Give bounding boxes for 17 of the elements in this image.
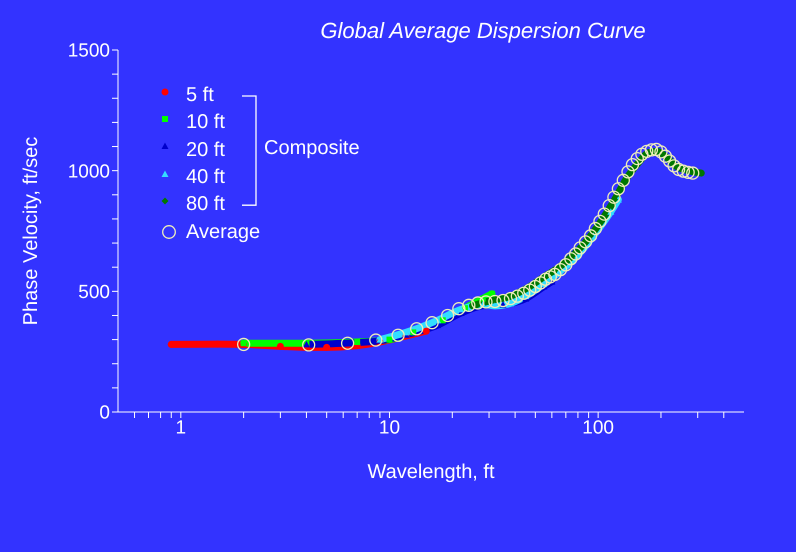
y-tick-label: 500 bbox=[78, 282, 110, 304]
x-tick-label: 10 bbox=[378, 417, 400, 438]
legend-label: 10 ft bbox=[186, 111, 225, 134]
chart-title: Global Average Dispersion Curve bbox=[320, 18, 646, 43]
x-tick-label: 100 bbox=[582, 417, 614, 438]
y-tick-label: 0 bbox=[99, 402, 110, 424]
y-tick-label: 1500 bbox=[68, 40, 110, 62]
y-tick-label: 1000 bbox=[68, 161, 110, 182]
legend-label: 80 ft bbox=[186, 193, 225, 216]
legend-label: 5 ft bbox=[186, 84, 214, 108]
legend-label: 20 ft bbox=[186, 138, 225, 162]
x-tick-label: 1 bbox=[176, 417, 186, 438]
legend-label: Average bbox=[186, 220, 260, 244]
annotation: Composite bbox=[264, 136, 360, 160]
legend-label: 40 ft bbox=[186, 166, 225, 190]
y-axis-title: Phase Velocity, ft/sec bbox=[20, 136, 42, 326]
x-axis-title: Wavelength, ft bbox=[367, 461, 495, 483]
